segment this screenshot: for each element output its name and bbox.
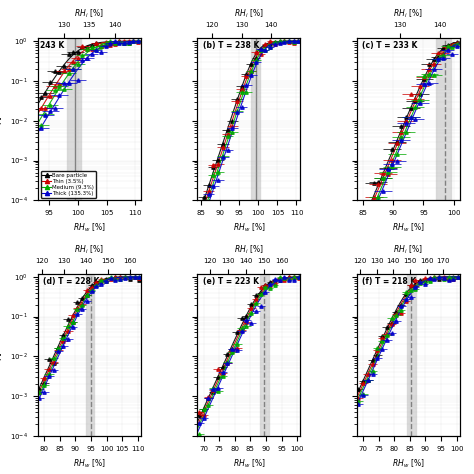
- Bar: [66, 38, 81, 201]
- X-axis label: $RH_w$ [%]: $RH_w$ [%]: [233, 457, 265, 470]
- Bar: [407, 273, 416, 436]
- X-axis label: $RH_i$ [%]: $RH_i$ [%]: [234, 8, 264, 20]
- Text: (f) T = 218 K: (f) T = 218 K: [362, 277, 416, 286]
- Bar: [436, 38, 451, 201]
- Y-axis label: AF: AF: [0, 349, 5, 360]
- Text: (c) T = 233 K: (c) T = 233 K: [362, 41, 418, 50]
- X-axis label: $RH_w$ [%]: $RH_w$ [%]: [233, 222, 265, 234]
- Bar: [86, 273, 94, 436]
- X-axis label: $RH_w$ [%]: $RH_w$ [%]: [392, 222, 425, 234]
- Bar: [260, 273, 269, 436]
- Text: (e) T = 223 K: (e) T = 223 K: [202, 277, 258, 286]
- Text: (d) T = 228 K: (d) T = 228 K: [43, 277, 100, 286]
- X-axis label: $RH_i$ [%]: $RH_i$ [%]: [234, 243, 264, 256]
- Legend: Bare particle, Thin (3.5%), Medium (9.3%), Thick (135.3%): Bare particle, Thin (3.5%), Medium (9.3%…: [41, 171, 96, 198]
- Y-axis label: AF: AF: [0, 114, 5, 125]
- Text: 243 K: 243 K: [40, 41, 64, 50]
- Text: (b) T = 238 K: (b) T = 238 K: [202, 41, 259, 50]
- X-axis label: $RH_w$ [%]: $RH_w$ [%]: [73, 222, 106, 234]
- X-axis label: $RH_i$ [%]: $RH_i$ [%]: [393, 8, 423, 20]
- X-axis label: $RH_w$ [%]: $RH_w$ [%]: [73, 457, 106, 470]
- X-axis label: $RH_i$ [%]: $RH_i$ [%]: [74, 8, 104, 20]
- X-axis label: $RH_w$ [%]: $RH_w$ [%]: [392, 457, 425, 470]
- X-axis label: $RH_i$ [%]: $RH_i$ [%]: [74, 243, 104, 256]
- X-axis label: $RH_i$ [%]: $RH_i$ [%]: [393, 243, 423, 256]
- Bar: [251, 38, 260, 201]
